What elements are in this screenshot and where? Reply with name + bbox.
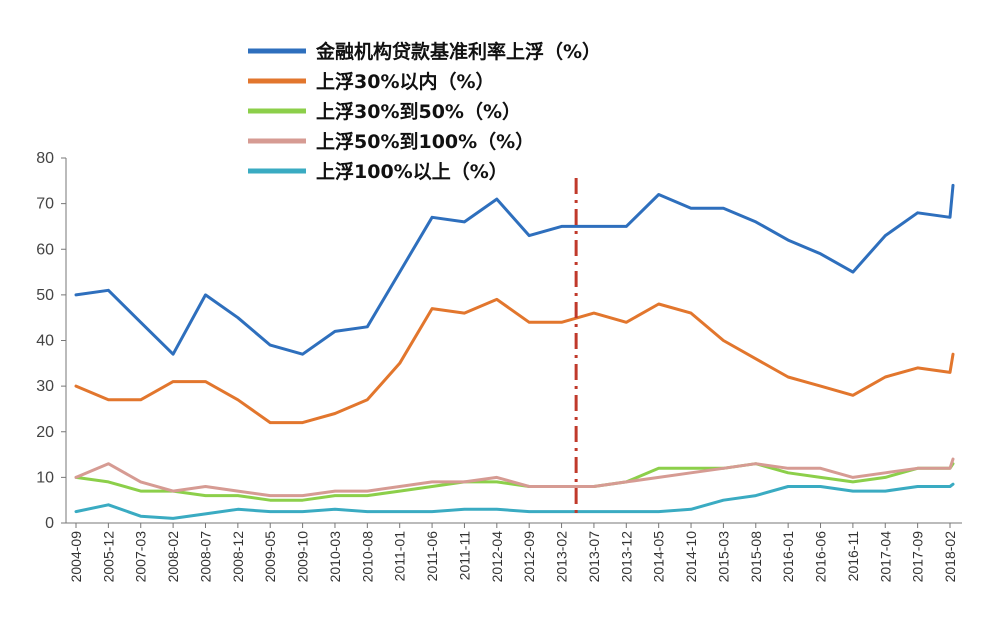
x-tick-label: 2017-09 <box>910 531 926 583</box>
chart-axes <box>65 158 962 524</box>
x-tick-label: 2013-07 <box>586 531 602 583</box>
x-tick-label: 2015-08 <box>748 531 764 583</box>
x-tick-label: 2012-09 <box>521 531 537 583</box>
series-lines <box>74 183 955 520</box>
x-tick-label: 2013-12 <box>618 531 634 583</box>
x-tick-label: 2010-03 <box>327 531 343 583</box>
y-tick-label: 70 <box>36 196 54 213</box>
y-tick-label: 30 <box>36 378 54 395</box>
series-line-2 <box>74 297 955 425</box>
x-tick-label: 2014-05 <box>651 531 667 583</box>
x-tick-label: 2008-02 <box>165 531 181 583</box>
y-tick-label: 40 <box>36 333 54 350</box>
x-tick-label: 2016-11 <box>845 531 861 582</box>
x-tick-label: 2017-04 <box>877 531 893 583</box>
x-tick-label: 2009-10 <box>295 531 311 583</box>
series-line-1 <box>74 183 955 356</box>
x-tick-label: 2014-10 <box>683 531 699 583</box>
legend-label-5: 上浮100%以上（%） <box>316 160 508 183</box>
legend-label-4: 上浮50%到100%（%） <box>316 130 534 153</box>
x-tick-label: 2011-01 <box>392 531 408 582</box>
series-line-5 <box>74 482 955 520</box>
series-line-4 <box>74 457 955 498</box>
x-axis-ticks: 2004-09 2005-12 2007-03 2008-02 2008-07 2008-… <box>68 523 958 582</box>
y-tick-label: 50 <box>36 287 54 304</box>
x-tick-label: 2016-06 <box>813 531 829 583</box>
x-tick-label: 2004-09 <box>68 531 84 583</box>
legend-label-3: 上浮30%到50%（%） <box>316 100 521 123</box>
x-tick-label: 2010-08 <box>359 531 375 583</box>
x-tick-label: 2011-11 <box>456 531 472 581</box>
y-axis-ticks: 0 10 20 30 40 50 60 70 80 <box>36 150 66 532</box>
x-tick-label: 2018-02 <box>942 531 958 583</box>
y-tick-label: 10 <box>36 469 54 486</box>
legend-label-1: 金融机构贷款基准利率上浮（%） <box>315 40 601 63</box>
x-tick-label: 2007-03 <box>133 531 149 583</box>
chart-legend: 金融机构贷款基准利率上浮（%） 上浮30%以内（%） 上浮30%到50%（%） 上浮5… <box>248 40 601 183</box>
y-tick-label: 0 <box>45 515 54 532</box>
x-tick-label: 2016-01 <box>780 531 796 583</box>
x-tick-label: 2011-06 <box>424 531 440 582</box>
x-tick-label: 2015-03 <box>715 531 731 583</box>
y-tick-label: 60 <box>36 241 54 258</box>
x-tick-label: 2008-07 <box>197 531 213 583</box>
x-tick-label: 2012-04 <box>489 531 505 583</box>
x-tick-label: 2005-12 <box>100 531 116 583</box>
y-tick-label: 20 <box>36 424 54 441</box>
legend-label-2: 上浮30%以内（%） <box>316 70 495 93</box>
x-tick-label: 2008-12 <box>230 531 246 583</box>
x-tick-label: 2009-05 <box>262 531 278 583</box>
y-tick-label: 80 <box>36 150 54 167</box>
x-tick-label: 2013-02 <box>554 531 570 583</box>
